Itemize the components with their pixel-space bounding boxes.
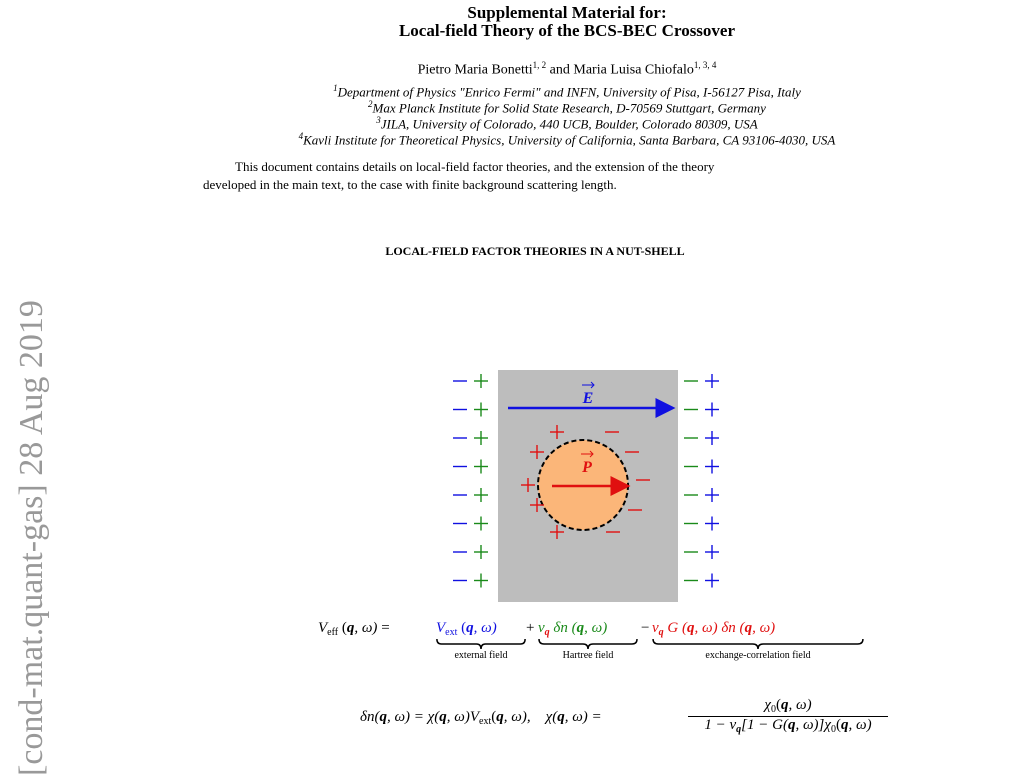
affiliation: 3JILA, University of Colorado, 440 UCB, … xyxy=(100,115,1014,132)
denominator: 1 − vq[1 − G(q, ω)]χ0(q, ω) xyxy=(688,717,888,735)
eq-token: eff xyxy=(327,627,339,638)
operator: + xyxy=(526,620,535,636)
affiliation: 4Kavli Institute for Theoretical Physics… xyxy=(100,131,1014,148)
title: Supplemental Material for: xyxy=(467,3,667,22)
eq-token: q xyxy=(439,709,447,725)
affiliation-text: Max Planck Institute for Solid State Res… xyxy=(372,100,766,116)
eq-token: , ω)V xyxy=(446,709,480,725)
eq-token: q xyxy=(379,709,387,725)
affiliation-number: 2 xyxy=(368,99,373,109)
authors: Pietro Maria Bonetti1, 2 and Maria Luisa… xyxy=(0,60,1014,79)
eq-token: , ω) xyxy=(354,620,378,636)
equation-term: vq δn (q, ω) Hartree field xyxy=(538,620,638,668)
affiliation-number: 3 xyxy=(376,115,381,125)
eq-token: q xyxy=(346,620,355,636)
eq-token: , ω) = χ( xyxy=(386,709,440,725)
figure: E P xyxy=(453,370,719,602)
abstract-line: developed in the main text, to the case … xyxy=(203,177,617,192)
equation-1-lhs: Veff (q, ω) = xyxy=(318,620,390,638)
eq-token: , ω) = xyxy=(564,709,602,725)
equation-2-left: δn(q, ω) = χ(q, ω)Vext(q, ω), χ(q, ω) = xyxy=(360,709,602,727)
numerator: χ0(q, ω) xyxy=(688,697,888,717)
author-separator: and xyxy=(549,62,570,78)
eq-token: ext xyxy=(479,716,492,727)
field-label: E xyxy=(582,390,594,407)
brace-label: Hartree field xyxy=(562,650,614,661)
fraction: χ0(q, ω) 1 − vq[1 − G(q, ω)]χ0(q, ω) xyxy=(688,697,888,735)
eq-token: 0 xyxy=(831,724,836,735)
eq-token: q xyxy=(544,627,550,638)
affiliation-text: Department of Physics "Enrico Fermi" and… xyxy=(337,84,801,100)
eq-token: , ω)]χ xyxy=(795,717,831,733)
eq-token: 1 − v xyxy=(704,717,737,733)
eq-token: ext xyxy=(445,627,458,638)
polarization-label: P xyxy=(581,459,592,476)
abstract: This document contains details on local-… xyxy=(203,158,920,194)
underbrace xyxy=(538,638,638,650)
eq-token: ( xyxy=(836,717,841,733)
eq-token: ( xyxy=(491,709,497,725)
eq-token: v xyxy=(538,620,545,636)
abstract-line: This document contains details on local-… xyxy=(235,159,715,174)
eq-token: q xyxy=(781,697,789,713)
eq-token: , ω) xyxy=(473,620,497,636)
eq-token: , ω) xyxy=(848,717,872,733)
brace-label: external field xyxy=(454,650,508,661)
eq-token: δn( xyxy=(360,709,380,725)
eq-token: ( xyxy=(341,620,347,636)
eq-token: , ω), xyxy=(503,709,531,725)
eq-token: q xyxy=(466,620,474,636)
affiliation-number: 1 xyxy=(333,83,338,93)
brace-label: exchange-correlation field xyxy=(705,650,811,661)
affiliation-text: JILA, University of Colorado, 440 UCB, B… xyxy=(380,116,758,132)
author-affiliation: 1, 2 xyxy=(532,60,547,70)
affiliation: 2Max Planck Institute for Solid State Re… xyxy=(100,99,1014,116)
eq-token: q xyxy=(658,627,664,638)
eq-token: v xyxy=(652,620,659,636)
eq-token: q xyxy=(687,620,695,636)
eq-token: V xyxy=(318,620,328,636)
eq-token: , ω) δn ( xyxy=(694,620,745,636)
eq-token: [1 − G( xyxy=(741,717,788,733)
underbrace xyxy=(436,638,526,650)
vector-arrow xyxy=(582,381,595,389)
eq-token: 0 xyxy=(771,704,776,715)
eq-token: = xyxy=(381,620,390,636)
eq-token: χ xyxy=(764,697,771,713)
eq-token: q xyxy=(557,709,565,725)
eq-token: q xyxy=(841,717,849,733)
equation-term: Vext (q, ω) external field xyxy=(436,620,526,668)
eq-token: G ( xyxy=(667,620,687,636)
operator: − xyxy=(641,620,650,636)
eq-token: q xyxy=(576,620,585,636)
equation-term: vq G (q, ω) δn (q, ω) exchange-correlati… xyxy=(652,620,864,668)
vector-arrow xyxy=(581,450,594,458)
author-affiliation: 1, 3, 4 xyxy=(693,60,717,70)
eq-token: ( xyxy=(461,620,467,636)
section-heading: LOCAL-FIELD FACTOR THEORIES IN A NUT-SHE… xyxy=(385,244,685,258)
eq-token: δn ( xyxy=(553,620,577,636)
eq-token: , ω) xyxy=(788,697,812,713)
arxiv-stamp: [cond-mat.quant-gas] 28 Aug 2019 xyxy=(13,300,50,776)
affiliation: 1Department of Physics "Enrico Fermi" an… xyxy=(100,83,1014,100)
author: Pietro Maria Bonetti xyxy=(417,62,533,78)
affiliation-text: Kavli Institute for Theoretical Physics,… xyxy=(303,132,836,148)
underbrace xyxy=(652,638,864,650)
eq-token: q xyxy=(744,620,753,636)
eq-token: q xyxy=(736,724,742,735)
eq-token: q xyxy=(787,717,796,733)
affiliation-number: 4 xyxy=(298,131,304,141)
eq-token: ( xyxy=(776,697,781,713)
eq-token: , ω) xyxy=(584,620,608,636)
title: Local-field Theory of the BCS-BEC Crosso… xyxy=(398,21,736,40)
author: Maria Luisa Chiofalo xyxy=(573,62,694,78)
eq-token: χ( xyxy=(545,709,558,725)
eq-token: , ω) xyxy=(752,620,776,636)
eq-token: V xyxy=(436,620,446,636)
arxiv-id: [cond-mat.quant-gas] 28 Aug 2019 xyxy=(13,300,50,776)
eq-token: q xyxy=(496,709,504,725)
